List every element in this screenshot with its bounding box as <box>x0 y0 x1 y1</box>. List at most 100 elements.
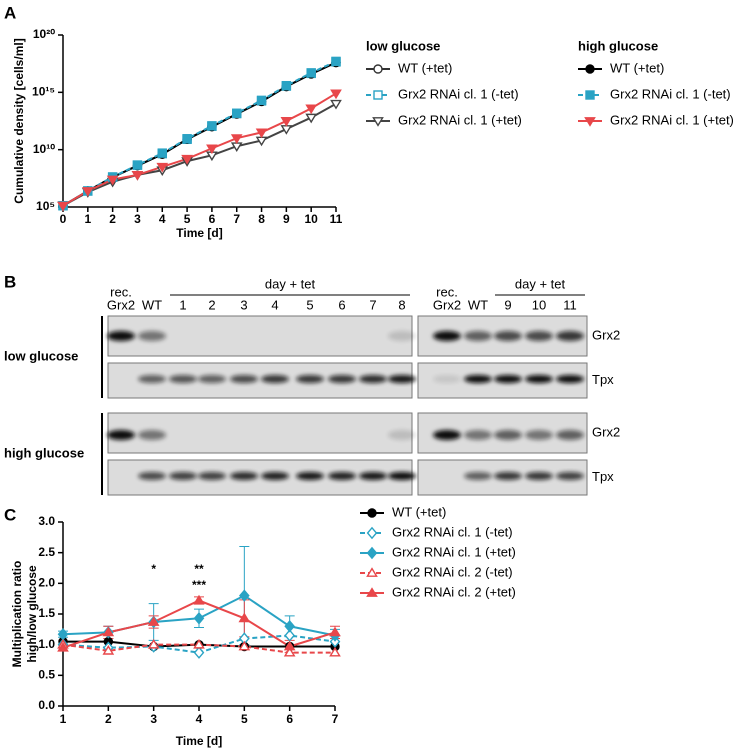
blot-band <box>261 472 289 480</box>
blot-band <box>138 430 166 440</box>
y-tick-label: 1.0 <box>38 637 55 651</box>
lane-label: WT <box>468 297 488 312</box>
marker <box>193 612 205 625</box>
legend-label: Grx2 RNAi cl. 2 (-tet) <box>392 564 513 579</box>
lane-label: 5 <box>306 297 313 312</box>
x-tick-label: 6 <box>286 712 293 726</box>
blot-band <box>230 375 258 383</box>
blot-band <box>494 375 522 383</box>
marker <box>281 80 292 91</box>
marker <box>255 128 268 139</box>
marker <box>238 640 251 651</box>
marker <box>181 154 193 165</box>
marker <box>57 201 69 212</box>
x-tick-label: 2 <box>109 212 116 226</box>
blot-band <box>525 375 553 383</box>
marker <box>330 89 342 100</box>
x-tick-label: 11 <box>330 212 343 226</box>
protein-label: Grx2 <box>592 327 620 342</box>
series-line <box>62 102 337 207</box>
legend-label: Grx2 RNAi cl. 2 (+tet) <box>392 584 516 599</box>
x-tick-label: 6 <box>209 212 216 226</box>
x-tick-label: 5 <box>241 712 248 726</box>
lane-label: Grx2 <box>107 297 135 312</box>
lane-label: WT <box>142 297 162 312</box>
legend-marker <box>585 90 595 100</box>
x-tick-label: 7 <box>233 212 240 226</box>
marker <box>156 162 169 173</box>
marker <box>157 148 167 158</box>
blot-band <box>138 331 166 341</box>
legend-label: Grx2 RNAi cl. 1 (+tet) <box>398 112 522 127</box>
marker <box>182 134 192 144</box>
blot-band <box>464 430 492 440</box>
legend-label: WT (+tet) <box>392 504 446 519</box>
blot-band <box>388 472 416 480</box>
legend-group-title: high glucose <box>578 38 658 53</box>
legend-label: Grx2 RNAi cl. 1 (-tet) <box>392 524 513 539</box>
annotation: * <box>151 562 156 576</box>
lane-label: 11 <box>563 297 577 312</box>
marker <box>239 589 250 602</box>
lane-label: 1 <box>179 297 186 312</box>
x-tick-label: 7 <box>332 712 339 726</box>
marker <box>305 113 318 124</box>
blot-band <box>433 331 461 341</box>
y-axis-title: high/low glucose <box>25 565 39 663</box>
blot-band <box>107 430 135 440</box>
marker <box>256 95 267 106</box>
marker <box>147 616 160 626</box>
x-axis-title: Time [d] <box>176 226 222 240</box>
lane-label: Grx2 <box>433 297 461 312</box>
x-tick-label: 10 <box>305 212 319 226</box>
blot-band <box>464 472 492 480</box>
y-tick-label: 2.5 <box>38 545 55 559</box>
legend-marker <box>366 567 378 577</box>
marker <box>193 594 205 605</box>
annotation: ** <box>194 562 204 576</box>
condition-label: high glucose <box>4 445 84 460</box>
marker <box>283 640 296 651</box>
x-tick-label: 1 <box>60 712 67 726</box>
blot-band <box>138 375 166 383</box>
x-tick-label: 5 <box>184 212 191 226</box>
blot-band <box>525 331 553 341</box>
marker <box>57 627 69 641</box>
legend-marker <box>373 64 383 74</box>
marker <box>132 160 143 170</box>
legend-marker <box>366 587 378 597</box>
blot-band <box>169 472 197 480</box>
x-tick-label: 8 <box>258 212 265 226</box>
marker <box>102 645 115 655</box>
lane-label: 7 <box>369 297 376 312</box>
y-tick-label: 10¹⁵ <box>32 85 55 99</box>
marker <box>306 68 316 78</box>
lane-prefix: rec. <box>436 284 458 299</box>
lane-prefix: rec. <box>110 284 132 299</box>
blot-band <box>464 375 492 383</box>
marker <box>206 144 218 155</box>
blot-band <box>328 375 356 383</box>
blot-band <box>198 472 226 480</box>
panel-label: C <box>4 505 16 524</box>
legend-marker <box>584 117 596 127</box>
y-tick-label: 0.0 <box>38 698 55 712</box>
marker <box>193 646 205 659</box>
blot-band <box>198 375 226 383</box>
blot-band <box>525 472 553 480</box>
y-axis-title: Cumulative density [cells/ml] <box>12 38 26 203</box>
blot-band <box>388 430 416 440</box>
marker <box>106 175 119 186</box>
blot-band <box>494 472 522 480</box>
y-tick-label: 10⁵ <box>36 199 55 213</box>
protein-label: Tpx <box>592 469 614 484</box>
condition-label: low glucose <box>4 348 78 363</box>
marker <box>193 638 205 649</box>
blot-band <box>328 472 356 480</box>
blot-band <box>296 375 324 383</box>
marker <box>284 629 295 642</box>
x-tick-label: 9 <box>283 212 290 226</box>
annotation: *** <box>192 578 206 592</box>
x-tick-label: 1 <box>84 212 91 226</box>
